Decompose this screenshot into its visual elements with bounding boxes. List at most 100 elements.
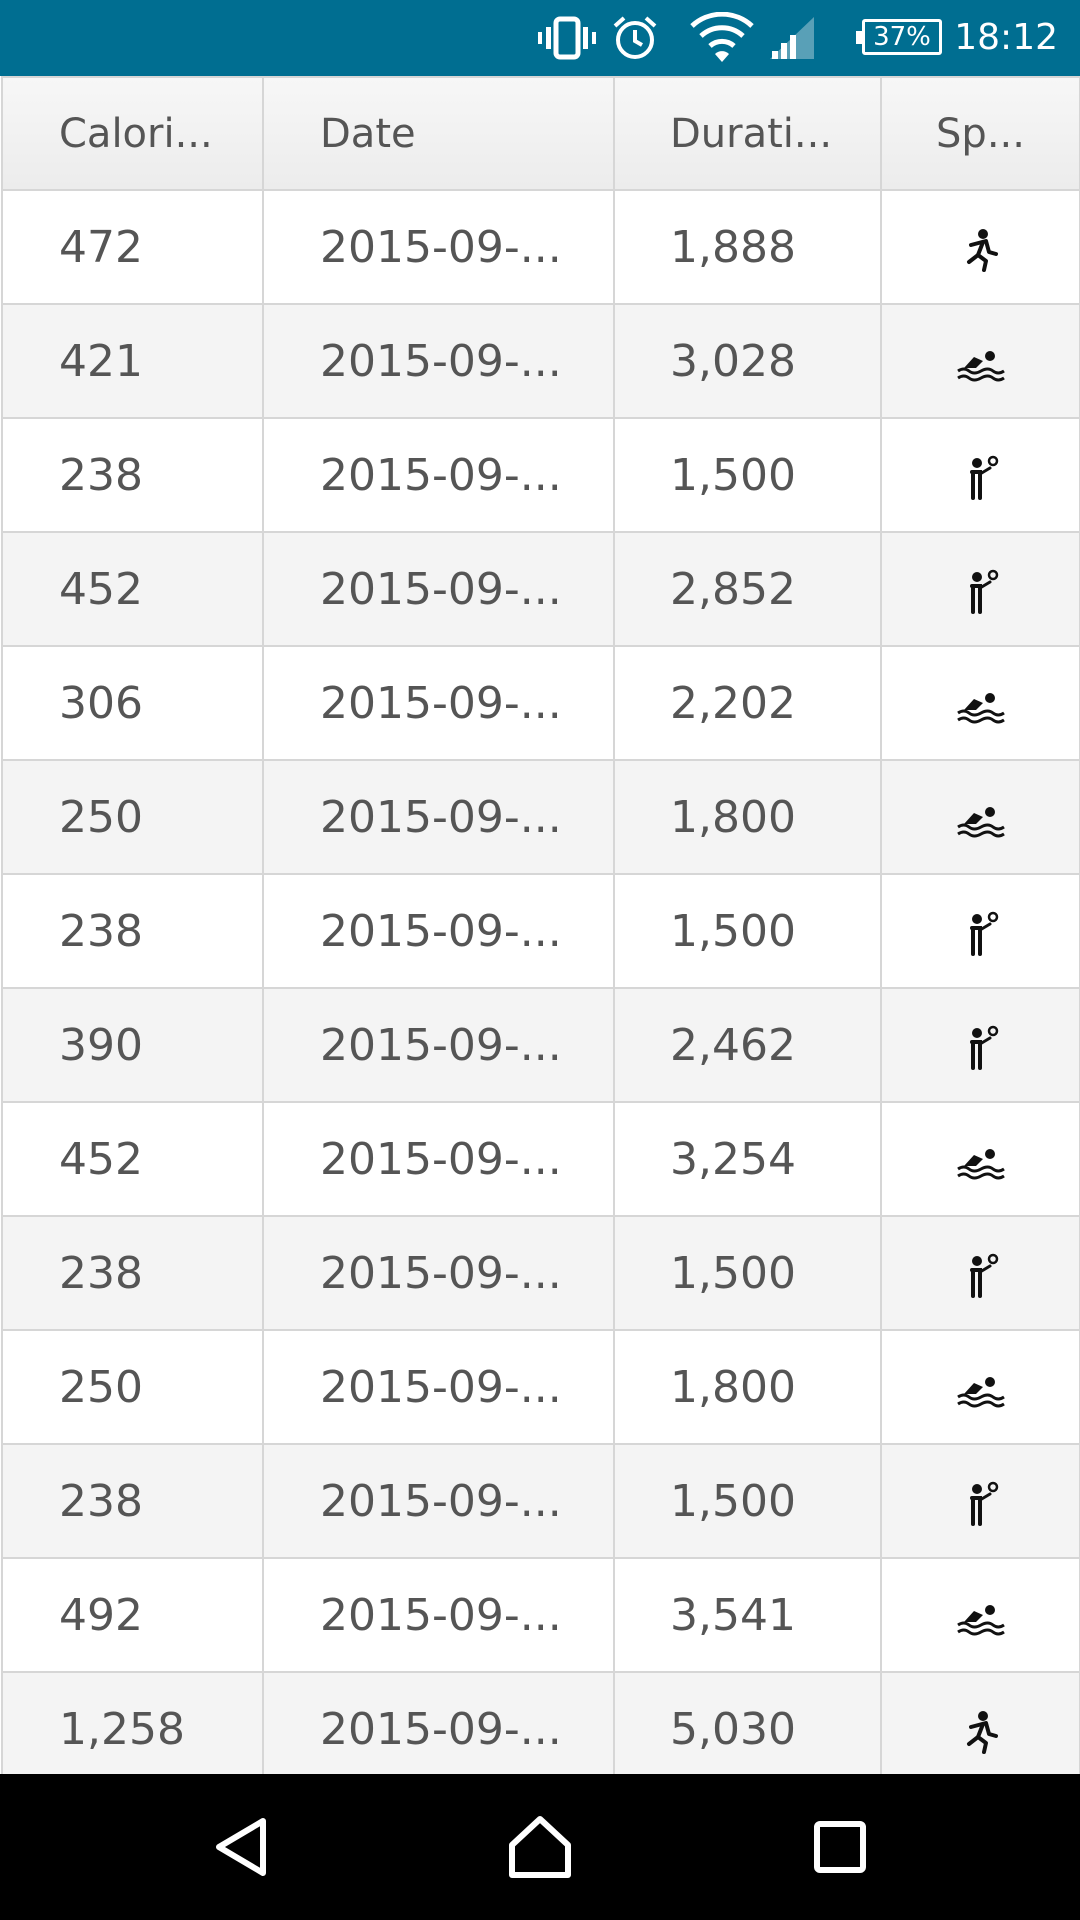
- vibrate-icon: [538, 0, 596, 76]
- cell-date: 2015-09-...: [262, 1557, 615, 1673]
- swimming-icon: [956, 335, 1006, 386]
- cell-calories: 250: [1, 759, 264, 875]
- cell-date: 2015-09-...: [262, 1329, 615, 1445]
- cell-date: 2015-09-...: [262, 1443, 615, 1559]
- back-button[interactable]: [161, 1774, 321, 1920]
- cell-sport: [880, 645, 1080, 761]
- recents-icon: [814, 1821, 866, 1873]
- table-row[interactable]: 250 2015-09-... 1,800: [1, 1329, 1080, 1445]
- cell-sport: [880, 987, 1080, 1103]
- cell-calories: 238: [1, 1215, 264, 1331]
- clock: 18:12: [954, 17, 1058, 58]
- tennis-icon: [956, 563, 1006, 614]
- table-row[interactable]: 1,258 2015-09-... 5,030: [1, 1671, 1080, 1774]
- data-grid: Calori... Date Durati... Sp... 472 2015-0…: [1, 76, 1080, 1774]
- cell-calories: 238: [1, 417, 264, 533]
- swimming-icon: [956, 1361, 1006, 1412]
- cell-duration: 1,500: [613, 873, 882, 989]
- cell-duration: 1,888: [613, 189, 882, 305]
- cell-sport: [880, 417, 1080, 533]
- tennis-icon: [956, 905, 1006, 956]
- cell-calories: 1,258: [1, 1671, 264, 1774]
- cell-duration: 5,030: [613, 1671, 882, 1774]
- column-header-duration[interactable]: Durati...: [613, 76, 882, 191]
- cell-sport: [880, 759, 1080, 875]
- home-icon: [509, 1816, 571, 1878]
- status-bar: 37% 18:12: [0, 0, 1080, 76]
- cell-calories: 452: [1, 531, 264, 647]
- cell-duration: 2,462: [613, 987, 882, 1103]
- cell-sport: [880, 189, 1080, 305]
- cell-calories: 390: [1, 987, 264, 1103]
- recents-button[interactable]: [760, 1774, 920, 1920]
- cell-date: 2015-09-...: [262, 1215, 615, 1331]
- swimming-icon: [956, 1133, 1006, 1184]
- table-row[interactable]: 492 2015-09-... 3,541: [1, 1557, 1080, 1673]
- cell-date: 2015-09-...: [262, 873, 615, 989]
- tennis-icon: [956, 1247, 1006, 1298]
- cell-duration: 3,254: [613, 1101, 882, 1217]
- table-row[interactable]: 250 2015-09-... 1,800: [1, 759, 1080, 875]
- alarm-icon: [612, 0, 658, 76]
- cell-date: 2015-09-...: [262, 531, 615, 647]
- cell-date: 2015-09-...: [262, 417, 615, 533]
- cell-duration: 3,541: [613, 1557, 882, 1673]
- table-row[interactable]: 238 2015-09-... 1,500: [1, 417, 1080, 533]
- cell-signal-icon: [768, 0, 816, 76]
- cell-calories: 492: [1, 1557, 264, 1673]
- table-row[interactable]: 238 2015-09-... 1,500: [1, 873, 1080, 989]
- cell-sport: [880, 1215, 1080, 1331]
- cell-calories: 421: [1, 303, 264, 419]
- cell-calories: 472: [1, 189, 264, 305]
- running-icon: [956, 1703, 1006, 1754]
- table-row[interactable]: 421 2015-09-... 3,028: [1, 303, 1080, 419]
- cell-date: 2015-09-...: [262, 1671, 615, 1774]
- cell-calories: 452: [1, 1101, 264, 1217]
- battery-percent: 37%: [873, 22, 931, 52]
- tennis-icon: [956, 1019, 1006, 1070]
- cell-duration: 1,500: [613, 417, 882, 533]
- cell-calories: 250: [1, 1329, 264, 1445]
- cell-sport: [880, 1671, 1080, 1774]
- cell-date: 2015-09-...: [262, 1101, 615, 1217]
- table-header-row: Calori... Date Durati... Sp...: [1, 76, 1080, 191]
- wifi-icon: [690, 0, 754, 76]
- back-icon: [216, 1818, 266, 1876]
- home-button[interactable]: [460, 1774, 620, 1920]
- cell-sport: [880, 531, 1080, 647]
- activity-table: Calori... Date Durati... Sp... 472 2015-0…: [0, 76, 1080, 1774]
- cell-calories: 238: [1, 873, 264, 989]
- cell-date: 2015-09-...: [262, 189, 615, 305]
- column-header-date[interactable]: Date: [262, 76, 615, 191]
- table-row[interactable]: 452 2015-09-... 2,852: [1, 531, 1080, 647]
- tennis-icon: [956, 449, 1006, 500]
- cell-duration: 1,800: [613, 759, 882, 875]
- cell-duration: 3,028: [613, 303, 882, 419]
- cell-duration: 2,202: [613, 645, 882, 761]
- column-header-calories[interactable]: Calori...: [1, 76, 264, 191]
- table-row[interactable]: 238 2015-09-... 1,500: [1, 1215, 1080, 1331]
- table-row[interactable]: 390 2015-09-... 2,462: [1, 987, 1080, 1103]
- cell-date: 2015-09-...: [262, 645, 615, 761]
- cell-duration: 2,852: [613, 531, 882, 647]
- table-row[interactable]: 472 2015-09-... 1,888: [1, 189, 1080, 305]
- table-row[interactable]: 306 2015-09-... 2,202: [1, 645, 1080, 761]
- swimming-icon: [956, 677, 1006, 728]
- table-row[interactable]: 238 2015-09-... 1,500: [1, 1443, 1080, 1559]
- cell-sport: [880, 1329, 1080, 1445]
- cell-date: 2015-09-...: [262, 303, 615, 419]
- tennis-icon: [956, 1475, 1006, 1526]
- column-header-sport[interactable]: Sp...: [880, 76, 1080, 191]
- cell-sport: [880, 1101, 1080, 1217]
- cell-sport: [880, 1443, 1080, 1559]
- cell-sport: [880, 1557, 1080, 1673]
- cell-calories: 306: [1, 645, 264, 761]
- cell-duration: 1,500: [613, 1443, 882, 1559]
- swimming-icon: [956, 1589, 1006, 1640]
- swimming-icon: [956, 791, 1006, 842]
- cell-date: 2015-09-...: [262, 759, 615, 875]
- cell-duration: 1,800: [613, 1329, 882, 1445]
- running-icon: [956, 221, 1006, 272]
- table-row[interactable]: 452 2015-09-... 3,254: [1, 1101, 1080, 1217]
- cell-date: 2015-09-...: [262, 987, 615, 1103]
